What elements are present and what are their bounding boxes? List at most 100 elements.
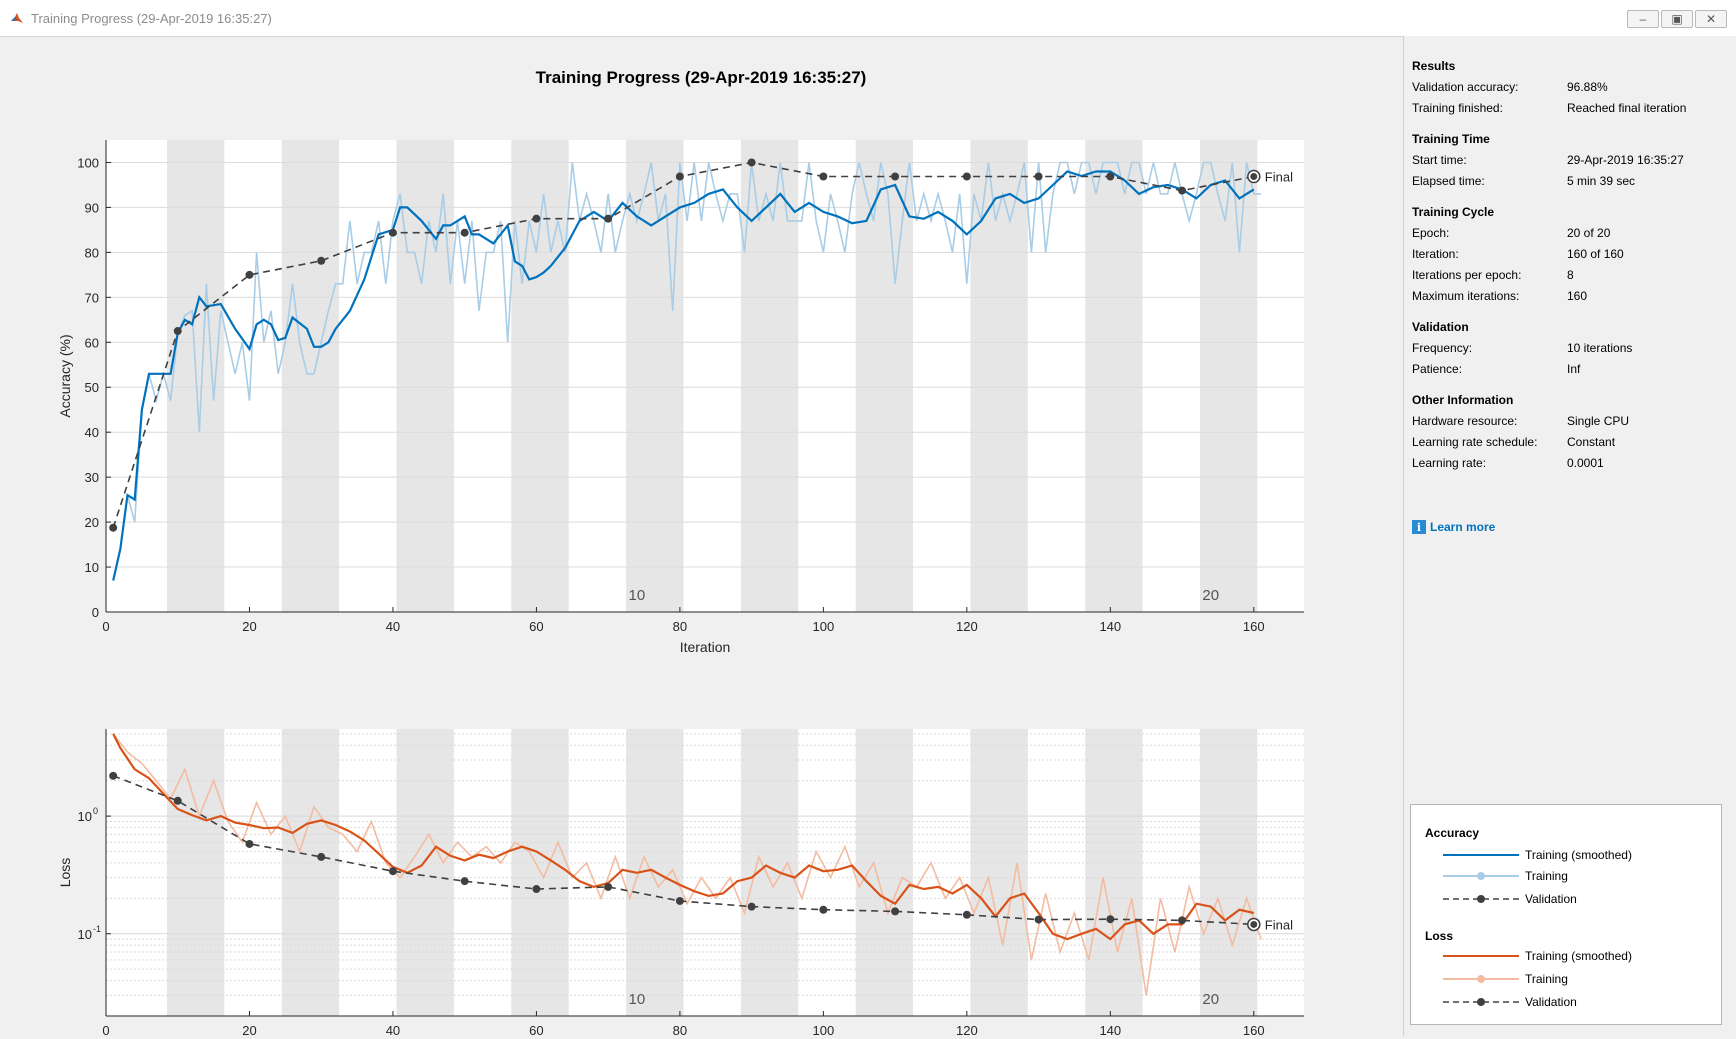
- loss-final-marker: [1250, 920, 1258, 928]
- accuracy-x-axis-label: Iteration: [680, 639, 731, 655]
- loss-final-label: Final: [1265, 917, 1293, 932]
- restore-icon: ▣: [1671, 12, 1683, 26]
- accuracy-validation-point: [1034, 172, 1043, 181]
- accuracy-x-tick-label: 40: [386, 619, 400, 634]
- patience-value: Inf: [1567, 362, 1581, 376]
- legend-accuracy-training-label: Training: [1525, 869, 1568, 883]
- learning-rate-schedule-value: Constant: [1567, 435, 1616, 449]
- learn-more-link[interactable]: i Learn more: [1412, 520, 1495, 534]
- learn-more-label: Learn more: [1430, 520, 1496, 534]
- accuracy-y-tick-label: 100: [77, 155, 99, 170]
- maximum-iterations-value: 160: [1567, 289, 1588, 303]
- training-plots: Training Progress (29-Apr-2019 16:35:27)…: [0, 36, 1402, 1036]
- learning-rate-schedule-label: Learning rate schedule:: [1412, 435, 1538, 449]
- accuracy-epoch-band: [281, 140, 340, 612]
- loss-validation-point: [675, 896, 684, 905]
- legend-loss-smoothed-label: Training (smoothed): [1525, 949, 1632, 963]
- patience-label: Patience:: [1412, 362, 1463, 376]
- legend-accuracy-validation-swatch: [1443, 895, 1519, 903]
- iteration-value: 160 of 160: [1567, 247, 1624, 261]
- start-time-label: Start time:: [1412, 153, 1467, 167]
- validation-accuracy-label: Validation accuracy:: [1412, 80, 1519, 94]
- accuracy-y-tick-label: 70: [85, 290, 99, 305]
- accuracy-series-smooth-line: [112, 170, 1255, 581]
- close-button[interactable]: ✕: [1695, 10, 1727, 28]
- accuracy-y-tick-label: 20: [85, 515, 99, 530]
- accuracy-validation-point: [388, 228, 397, 237]
- loss-epoch-band: [166, 729, 225, 1016]
- minimize-icon: –: [1639, 12, 1647, 26]
- training-finished-value: Reached final iteration: [1567, 101, 1687, 115]
- elapsed-time-label: Elapsed time:: [1412, 174, 1485, 188]
- learning-rate-label: Learning rate:: [1412, 456, 1487, 470]
- legend-loss-smoothed: Training (smoothed): [1441, 948, 1701, 964]
- legend-loss-validation: Validation: [1441, 994, 1701, 1010]
- loss-validation-point: [819, 905, 828, 914]
- loss-x-tick-label: 140: [1099, 1023, 1121, 1036]
- loss-series-raw-line: [112, 733, 1262, 996]
- loss-epoch-band: [740, 729, 799, 1016]
- window-title: Training Progress (29-Apr-2019 16:35:27): [31, 11, 272, 26]
- other-information-heading: Other Information: [1412, 393, 1514, 407]
- accuracy-validation-point: [109, 523, 118, 532]
- loss-y-axis-label: Loss: [57, 858, 73, 888]
- loss-x-tick-label: 160: [1243, 1023, 1265, 1036]
- training-time-heading: Training Time: [1412, 132, 1490, 146]
- learning-rate-value: 0.0001: [1567, 456, 1604, 470]
- loss-validation-point: [1034, 915, 1043, 924]
- loss-validation-point: [1178, 916, 1187, 925]
- window-titlebar[interactable]: Training Progress (29-Apr-2019 16:35:27)…: [0, 0, 1736, 37]
- legend-accuracy-training-swatch: [1443, 872, 1519, 880]
- accuracy-final-marker: [1250, 173, 1258, 181]
- loss-x-tick-label: 80: [673, 1023, 687, 1036]
- loss-x-tick-label: 120: [956, 1023, 978, 1036]
- accuracy-epoch-band: [1085, 140, 1143, 612]
- legend-loss-training-swatch: [1443, 975, 1519, 983]
- info-sidebar: Results Validation accuracy: 96.88% Trai…: [1403, 36, 1736, 1036]
- loss-validation-point: [173, 796, 182, 805]
- loss-epoch-band: [1199, 729, 1258, 1016]
- loss-epoch-label: 20: [1202, 991, 1219, 1008]
- loss-x-tick-label: 20: [242, 1023, 256, 1036]
- legend-loss-heading: Loss: [1425, 929, 1454, 943]
- accuracy-x-tick-label: 120: [956, 619, 978, 634]
- start-time-value: 29-Apr-2019 16:35:27: [1567, 153, 1684, 167]
- loss-chart: 02040608010012014016010010-1IterationLos…: [57, 729, 1304, 1036]
- restore-button[interactable]: ▣: [1661, 10, 1693, 28]
- loss-x-tick-label: 60: [529, 1023, 543, 1036]
- loss-y-tick-label: 10: [78, 809, 92, 824]
- accuracy-validation-point: [747, 158, 756, 167]
- accuracy-validation-point: [604, 214, 613, 223]
- loss-validation-point: [245, 839, 254, 848]
- loss-validation-point: [891, 907, 900, 916]
- frequency-label: Frequency:: [1412, 341, 1473, 355]
- loss-validation-point: [532, 885, 541, 894]
- loss-validation-point: [317, 852, 326, 861]
- accuracy-x-tick-label: 80: [673, 619, 687, 634]
- accuracy-epoch-band: [855, 140, 914, 612]
- elapsed-time-value: 5 min 39 sec: [1567, 174, 1636, 188]
- accuracy-epoch-label: 20: [1202, 587, 1219, 604]
- loss-y-tick-label: 10: [78, 927, 92, 942]
- iterations-per-epoch-label: Iterations per epoch:: [1412, 268, 1522, 282]
- accuracy-x-tick-label: 60: [529, 619, 543, 634]
- accuracy-x-tick-label: 20: [242, 619, 256, 634]
- close-icon: ✕: [1705, 12, 1717, 26]
- loss-validation-point: [1106, 915, 1115, 924]
- validation-heading: Validation: [1412, 320, 1469, 334]
- accuracy-x-tick-label: 0: [102, 619, 109, 634]
- accuracy-y-tick-label: 40: [85, 425, 99, 440]
- minimize-button[interactable]: –: [1627, 10, 1659, 28]
- hardware-resource-label: Hardware resource:: [1412, 414, 1518, 428]
- accuracy-validation-point: [460, 228, 469, 237]
- loss-y-tick-exponent: 0: [93, 806, 98, 816]
- accuracy-validation-point: [245, 270, 254, 279]
- hardware-resource-value: Single CPU: [1567, 414, 1630, 428]
- accuracy-x-tick-label: 100: [813, 619, 835, 634]
- accuracy-final-label: Final: [1265, 170, 1293, 185]
- legend-loss-validation-swatch: [1443, 998, 1519, 1006]
- accuracy-validation-point: [173, 327, 182, 336]
- legend-accuracy-validation-label: Validation: [1525, 892, 1577, 906]
- accuracy-validation-point: [532, 214, 541, 223]
- loss-epoch-band: [281, 729, 340, 1016]
